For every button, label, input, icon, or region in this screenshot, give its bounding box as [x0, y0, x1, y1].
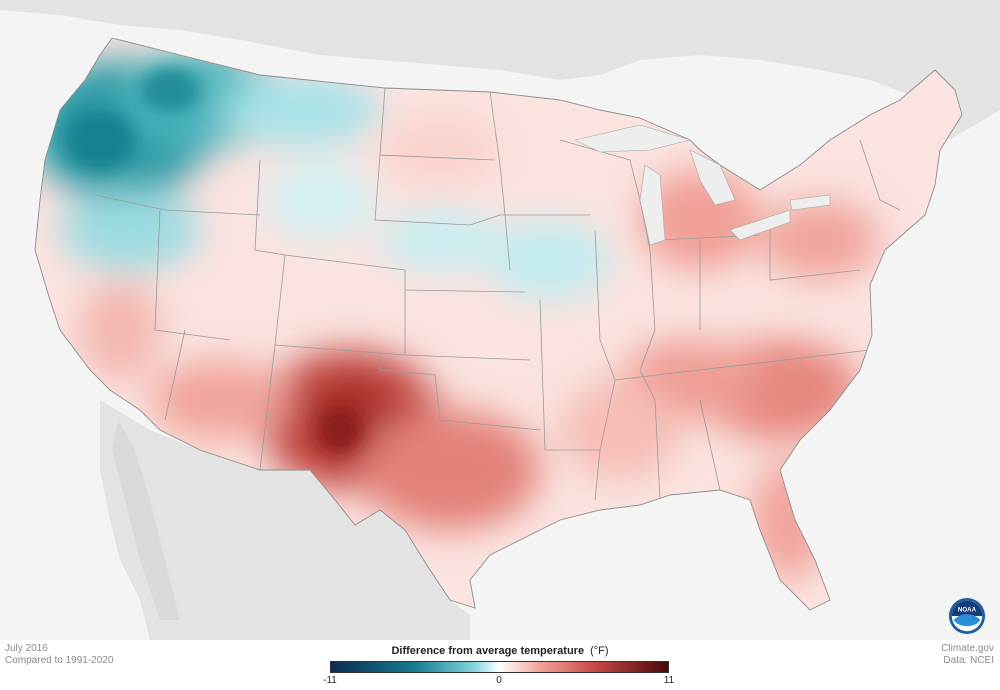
legend-tick-mid: 0: [496, 675, 502, 686]
credit-site: Climate.gov: [941, 643, 994, 654]
baseline-label: Compared to 1991-2020: [5, 655, 114, 666]
legend-title-text: Difference from average temperature: [391, 645, 585, 657]
baja-california: [112, 420, 180, 620]
mexico-landmass: [100, 400, 470, 640]
state-boundaries: [94, 87, 901, 501]
temperature-anomaly-map: [0, 0, 1000, 640]
legend-tick-min: -11: [323, 675, 337, 686]
legend-tick-max: 11: [663, 675, 675, 686]
great-lakes: [574, 124, 831, 246]
legend-title: Difference from average temperature (°F): [300, 645, 700, 657]
noaa-logo: NOAA: [948, 597, 986, 635]
canada-landmass: [0, 0, 1000, 140]
map-credit: Climate.gov Data: NCEI: [941, 643, 994, 667]
legend-color-bar: [330, 661, 669, 673]
noaa-logo-text: NOAA: [958, 606, 977, 613]
map-period: July 2016 Compared to 1991-2020: [5, 643, 113, 667]
credit-data: Data: NCEI: [943, 655, 994, 666]
us-outline: [34, 37, 963, 611]
period-label: July 2016: [5, 643, 48, 654]
legend-unit: (°F): [590, 645, 609, 657]
